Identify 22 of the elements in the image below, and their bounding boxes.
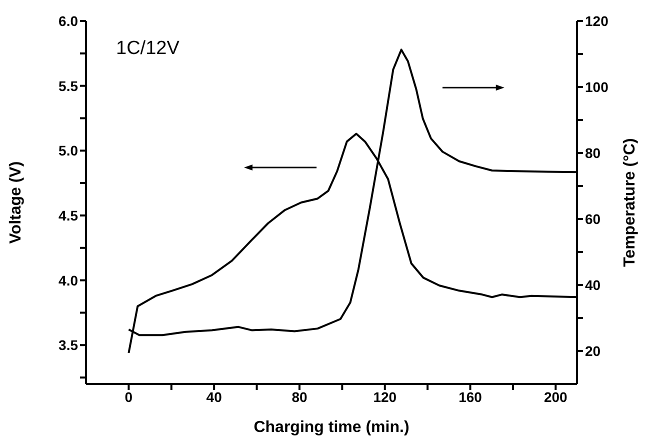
y2-tick-label: 120 [585, 12, 609, 29]
y2-axis-title: Temperature (°C) [622, 138, 639, 267]
x-tick-label: 160 [458, 388, 482, 405]
y2-tick-label: 100 [585, 78, 609, 95]
x-axis-title: Charging time (min.) [254, 419, 410, 436]
y2-tick-label: 80 [585, 144, 601, 161]
annotation: 1C/12V [116, 38, 180, 59]
x-tick-label: 120 [373, 388, 397, 405]
y-axis-title: Voltage (V) [8, 161, 25, 244]
y2-tick-label: 60 [585, 210, 601, 227]
y-tick-label: 3.5 [58, 337, 78, 354]
x-tick-label: 0 [124, 388, 133, 405]
y2-tick-label: 40 [585, 276, 601, 293]
y-tick-label: 4.5 [58, 207, 78, 224]
y-tick-label: 5.5 [58, 78, 78, 94]
x-tick-label: 80 [292, 388, 308, 405]
y-tick-label: 6.0 [58, 12, 78, 29]
y-tick-label: 4.0 [58, 272, 78, 288]
y-tick-label: 5.0 [58, 142, 78, 159]
y2-tick-label: 20 [585, 342, 601, 359]
x-tick-label: 200 [544, 388, 568, 405]
x-tick-label: 40 [206, 388, 222, 405]
